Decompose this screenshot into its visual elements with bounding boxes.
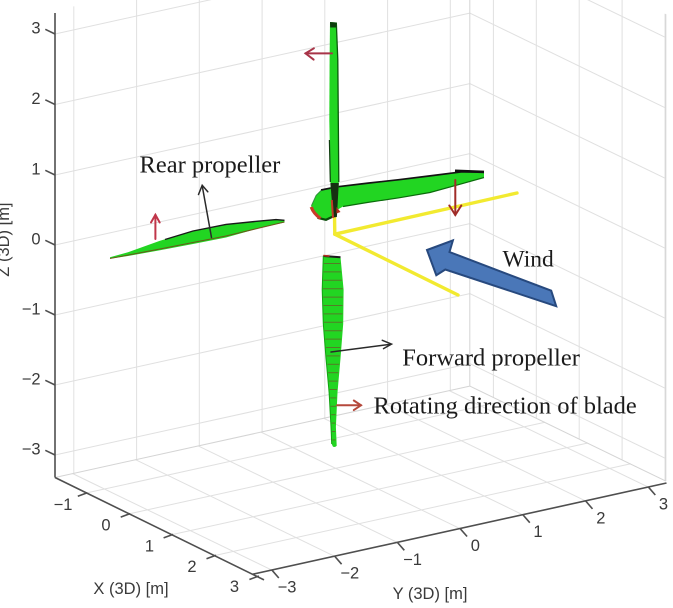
svg-text:Y (3D) [m]: Y (3D) [m]	[393, 585, 468, 603]
svg-text:0: 0	[471, 537, 480, 555]
svg-text:3: 3	[31, 20, 40, 38]
svg-text:Z (3D) [m]: Z (3D) [m]	[0, 202, 13, 276]
svg-text:X (3D) [m]: X (3D) [m]	[93, 580, 168, 598]
svg-text:Rotating direction of blade: Rotating direction of blade	[374, 393, 637, 420]
svg-text:−3: −3	[22, 441, 41, 459]
svg-text:2: 2	[31, 90, 40, 108]
svg-text:Forward propeller: Forward propeller	[402, 345, 580, 372]
svg-text:3: 3	[230, 578, 239, 596]
svg-text:1: 1	[533, 523, 542, 541]
svg-text:−2: −2	[22, 371, 41, 389]
svg-text:Wind: Wind	[503, 247, 555, 273]
svg-text:−3: −3	[278, 579, 297, 597]
svg-text:Rear propeller: Rear propeller	[140, 151, 281, 178]
svg-text:1: 1	[145, 538, 154, 556]
svg-text:0: 0	[101, 517, 110, 535]
svg-text:1: 1	[31, 161, 40, 179]
svg-text:−1: −1	[403, 551, 422, 569]
svg-text:−1: −1	[22, 301, 41, 319]
svg-text:3: 3	[659, 496, 668, 514]
svg-text:2: 2	[187, 558, 196, 576]
svg-text:−1: −1	[54, 496, 73, 514]
svg-text:2: 2	[596, 509, 605, 527]
svg-text:−2: −2	[340, 565, 359, 583]
svg-text:0: 0	[31, 231, 40, 249]
